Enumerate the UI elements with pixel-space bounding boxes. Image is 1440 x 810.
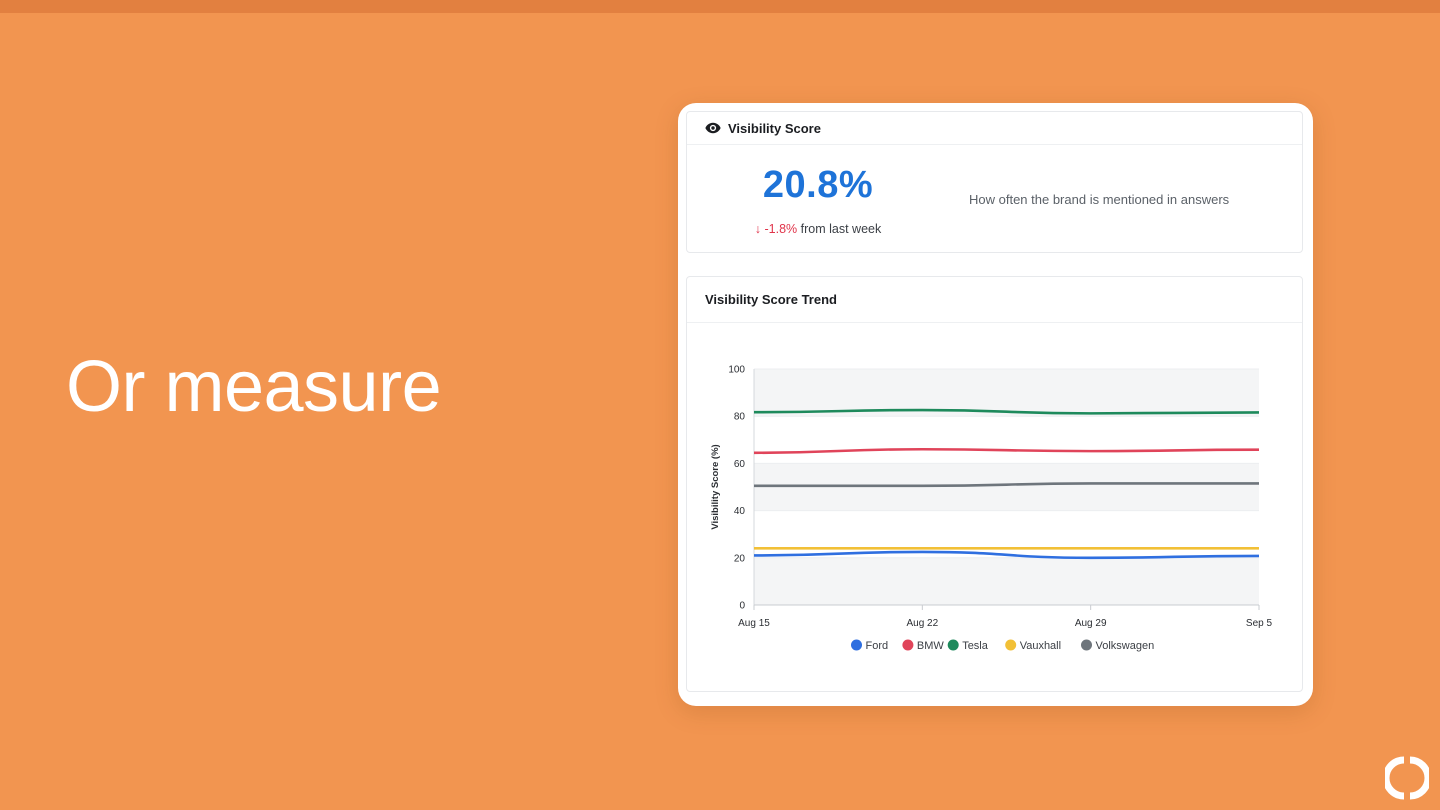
- y-tick-label: 0: [739, 601, 745, 612]
- legend-swatch-vauxhall: [1005, 639, 1017, 651]
- grid-band: [754, 510, 1259, 558]
- visibility-score-panel: Visibility Score 20.8% ↓ -1.8% from last…: [686, 111, 1303, 253]
- legend-label-bmw: BMW: [917, 640, 945, 652]
- series-line-bmw: [753, 447, 1260, 455]
- legend-label-tesla: Tesla: [962, 640, 989, 652]
- dashboard-card: Visibility Score 20.8% ↓ -1.8% from last…: [678, 103, 1313, 706]
- score-change-value: -1.8%: [764, 222, 798, 236]
- y-tick-label: 40: [734, 506, 746, 517]
- y-tick-label: 60: [734, 459, 746, 470]
- y-tick-label: 100: [728, 365, 745, 376]
- x-tick-label: Aug 22: [906, 618, 938, 629]
- legend-swatch-bmw: [902, 639, 914, 651]
- legend-label-vauxhall: Vauxhall: [1020, 640, 1061, 652]
- legend-label-ford: Ford: [866, 640, 889, 652]
- y-tick-label: 80: [734, 412, 746, 423]
- legend-label-volkswagen: Volkswagen: [1096, 640, 1155, 652]
- visibility-score-header: Visibility Score: [687, 112, 1302, 145]
- y-tick-label: 20: [734, 553, 746, 564]
- legend-swatch-volkswagen: [1081, 639, 1092, 651]
- brand-logo-icon: [1385, 756, 1429, 800]
- visibility-trend-panel: Visibility Score Trend 0 20 40 60 80 100 Aug 1…: [686, 276, 1303, 692]
- score-description: How often the brand is mentioned in answ…: [969, 192, 1230, 207]
- visibility-trend-title: Visibility Score Trend: [705, 292, 837, 307]
- grid-band: [754, 416, 1259, 464]
- visibility-trend-header: Visibility Score Trend: [687, 277, 1302, 323]
- score-value: 20.8%: [762, 164, 874, 206]
- legend-swatch-ford: [851, 639, 862, 651]
- x-tick-label: Aug 29: [1075, 618, 1107, 629]
- visibility-score-title: Visibility Score: [728, 120, 821, 136]
- arrow-down-icon: ↓: [754, 222, 762, 236]
- legend-swatch-tesla: [947, 639, 959, 651]
- score-change: ↓ -1.8% from last week: [687, 222, 949, 236]
- x-tick-label: Sep 5: [1246, 618, 1273, 629]
- eye-icon: [705, 122, 721, 134]
- series-line-tesla: [753, 408, 1260, 415]
- grid-band: [754, 557, 1259, 605]
- grid-band: [754, 369, 1259, 417]
- series-line-volkswagen: [753, 482, 1259, 488]
- headline: Or measure: [66, 347, 442, 427]
- y-axis-label: Visibility Score (%): [710, 444, 721, 529]
- trend-chart: 0 20 40 60 80 100 Aug 15 Aug 22 Aug 29 Sep 5 Visib…: [710, 365, 1273, 653]
- score-change-suffix: from last week: [800, 222, 882, 236]
- top-strip: [0, 0, 1440, 13]
- x-tick-label: Aug 15: [738, 618, 770, 629]
- series-line-ford: [753, 550, 1260, 560]
